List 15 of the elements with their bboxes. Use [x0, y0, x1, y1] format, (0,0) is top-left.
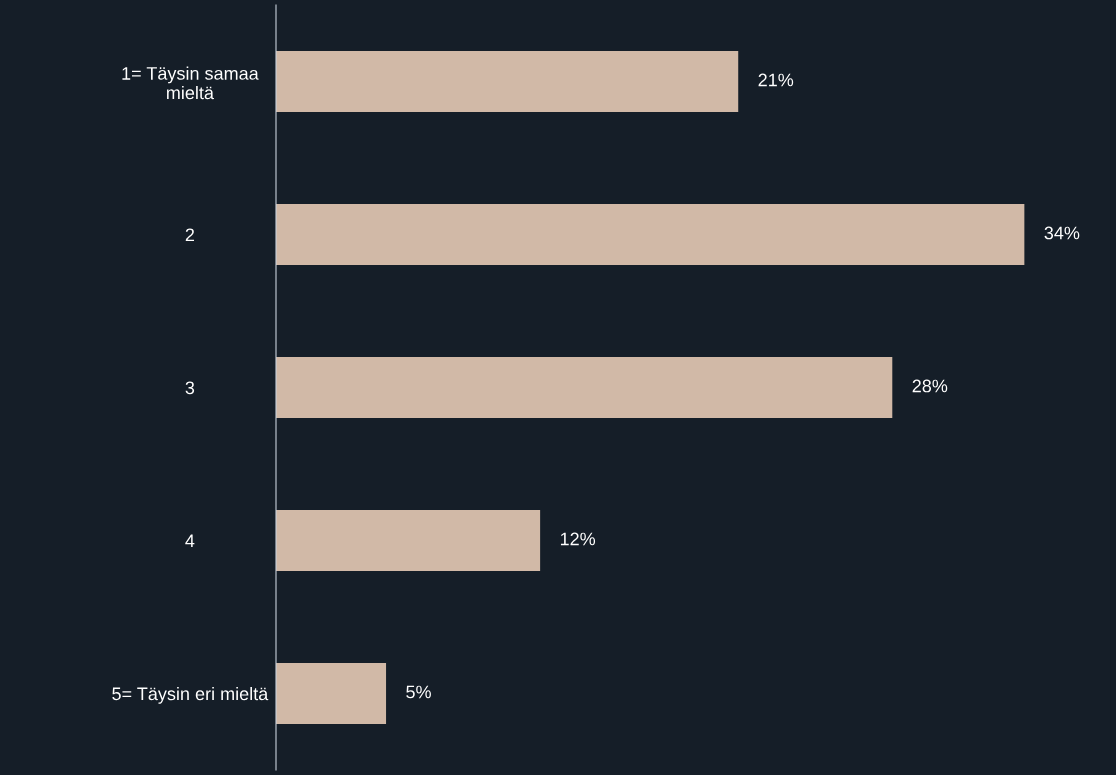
y-tick-label: 2	[185, 228, 194, 242]
y-tick-label: 1= Täysin samaa mieltä	[122, 66, 259, 100]
data-label: 5%	[406, 685, 431, 699]
data-label: 34%	[1044, 226, 1080, 240]
data-label: 21%	[758, 73, 794, 87]
bar	[276, 356, 893, 419]
bar	[276, 662, 387, 725]
bar	[276, 50, 739, 113]
data-label: 28%	[912, 379, 948, 393]
bar	[276, 203, 1025, 266]
data-label: 12%	[560, 532, 596, 546]
bar	[276, 509, 541, 572]
y-tick-label: 5= Täysin eri mieltä	[112, 686, 269, 704]
y-tick-label: 3	[185, 381, 195, 395]
y-tick-label: 4	[185, 534, 195, 548]
